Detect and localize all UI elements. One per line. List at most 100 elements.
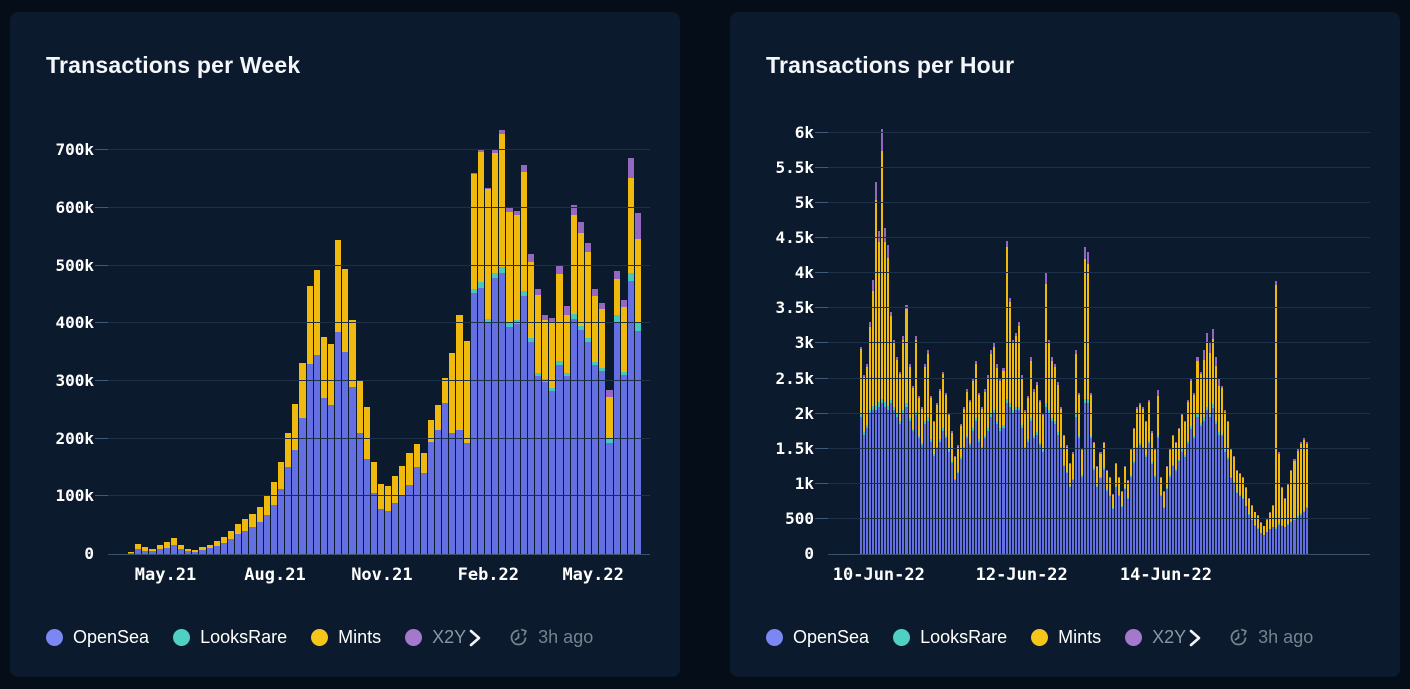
stacked-bar[interactable] (242, 519, 249, 554)
stacked-bar[interactable] (869, 322, 872, 554)
stacked-bar[interactable] (1069, 462, 1072, 554)
stacked-bar[interactable] (1035, 382, 1038, 554)
stacked-bar[interactable] (535, 288, 542, 554)
stacked-bar[interactable] (577, 222, 584, 554)
stacked-bar[interactable] (957, 445, 960, 554)
legend-item-x2y2[interactable]: X2Y (405, 627, 482, 648)
stacked-bar[interactable] (1141, 406, 1144, 554)
stacked-bar[interactable] (235, 524, 242, 554)
stacked-bar[interactable] (463, 340, 470, 554)
stacked-bar[interactable] (1078, 392, 1081, 554)
stacked-bar[interactable] (392, 476, 399, 554)
stacked-bar[interactable] (987, 375, 990, 554)
stacked-bar[interactable] (520, 164, 527, 554)
stacked-bar[interactable] (1217, 378, 1220, 554)
stacked-bar[interactable] (881, 129, 884, 554)
stacked-bar[interactable] (1041, 413, 1044, 554)
stacked-bar[interactable] (914, 336, 917, 554)
stacked-bar[interactable] (1235, 469, 1238, 554)
stacked-bar[interactable] (1047, 339, 1050, 554)
stacked-bar[interactable] (1157, 390, 1160, 554)
stacked-bar[interactable] (385, 485, 392, 554)
stacked-bar[interactable] (999, 378, 1002, 554)
stacked-bar[interactable] (1281, 487, 1284, 554)
stacked-bar[interactable] (1111, 494, 1114, 554)
stacked-bar[interactable] (1011, 339, 1014, 554)
stacked-bar[interactable] (1144, 420, 1147, 554)
stacked-bar[interactable] (163, 542, 170, 554)
legend-item-opensea[interactable]: OpenSea (46, 627, 149, 648)
stacked-bar[interactable] (613, 271, 620, 554)
stacked-bar[interactable] (1269, 511, 1272, 554)
stacked-bar[interactable] (1154, 448, 1157, 554)
stacked-bar[interactable] (270, 481, 277, 554)
stacked-bar[interactable] (1138, 403, 1141, 554)
stacked-bar[interactable] (953, 455, 956, 554)
stacked-bar[interactable] (1172, 434, 1175, 554)
stacked-bar[interactable] (1096, 466, 1099, 554)
stacked-bar[interactable] (929, 396, 932, 554)
stacked-bar[interactable] (442, 378, 449, 554)
stacked-bar[interactable] (192, 549, 199, 554)
stacked-bar[interactable] (1126, 480, 1129, 554)
stacked-bar[interactable] (1299, 441, 1302, 554)
stacked-bar[interactable] (1190, 378, 1193, 554)
stacked-bar[interactable] (1248, 497, 1251, 554)
stacked-bar[interactable] (1278, 452, 1281, 554)
stacked-bar[interactable] (627, 157, 634, 554)
stacked-bar[interactable] (1266, 518, 1269, 554)
stacked-bar[interactable] (499, 130, 506, 554)
stacked-bar[interactable] (549, 317, 556, 554)
stacked-bar[interactable] (866, 364, 869, 554)
stacked-bar[interactable] (1108, 476, 1111, 554)
stacked-bar[interactable] (320, 337, 327, 554)
stacked-bar[interactable] (1054, 364, 1057, 554)
stacked-bar[interactable] (592, 288, 599, 554)
stacked-bar[interactable] (890, 311, 893, 554)
stacked-bar[interactable] (1063, 434, 1066, 554)
stacked-bar[interactable] (1026, 396, 1029, 554)
stacked-bar[interactable] (1193, 392, 1196, 554)
stacked-bar[interactable] (1093, 441, 1096, 554)
stacked-bar[interactable] (1044, 273, 1047, 554)
stacked-bar[interactable] (1117, 476, 1120, 554)
stacked-bar[interactable] (349, 319, 356, 554)
stacked-bar[interactable] (1114, 462, 1117, 554)
stacked-bar[interactable] (1211, 329, 1214, 554)
stacked-bar[interactable] (606, 389, 613, 554)
stacked-bar[interactable] (1017, 322, 1020, 554)
stacked-bar[interactable] (1305, 441, 1308, 554)
stacked-bar[interactable] (249, 513, 256, 554)
stacked-bar[interactable] (902, 336, 905, 554)
chevron-right-icon[interactable] (1188, 628, 1202, 648)
stacked-bar[interactable] (1290, 469, 1293, 554)
stacked-bar[interactable] (285, 432, 292, 554)
stacked-bar[interactable] (950, 431, 953, 554)
stacked-bar[interactable] (963, 406, 966, 554)
stacked-bar[interactable] (1223, 410, 1226, 554)
stacked-bar[interactable] (926, 350, 929, 554)
stacked-bar[interactable] (993, 343, 996, 554)
stacked-bar[interactable] (972, 378, 975, 554)
stacked-bar[interactable] (893, 339, 896, 554)
stacked-bar[interactable] (1099, 452, 1102, 554)
stacked-bar[interactable] (1120, 490, 1123, 554)
stacked-bar[interactable] (1184, 420, 1187, 554)
stacked-bar[interactable] (1238, 473, 1241, 554)
stacked-bar[interactable] (313, 270, 320, 554)
stacked-bar[interactable] (263, 496, 270, 554)
stacked-bar[interactable] (1251, 504, 1254, 554)
stacked-bar[interactable] (456, 314, 463, 554)
stacked-bar[interactable] (1081, 448, 1084, 554)
stacked-bar[interactable] (960, 424, 963, 554)
stacked-bar[interactable] (185, 548, 192, 554)
stacked-bar[interactable] (966, 389, 969, 554)
stacked-bar[interactable] (1090, 392, 1093, 554)
stacked-bar[interactable] (1135, 406, 1138, 554)
stacked-bar[interactable] (938, 389, 941, 554)
stacked-bar[interactable] (1084, 247, 1087, 554)
stacked-bar[interactable] (911, 385, 914, 554)
stacked-bar[interactable] (896, 357, 899, 554)
stacked-bar[interactable] (1175, 441, 1178, 554)
stacked-bar[interactable] (327, 344, 335, 554)
